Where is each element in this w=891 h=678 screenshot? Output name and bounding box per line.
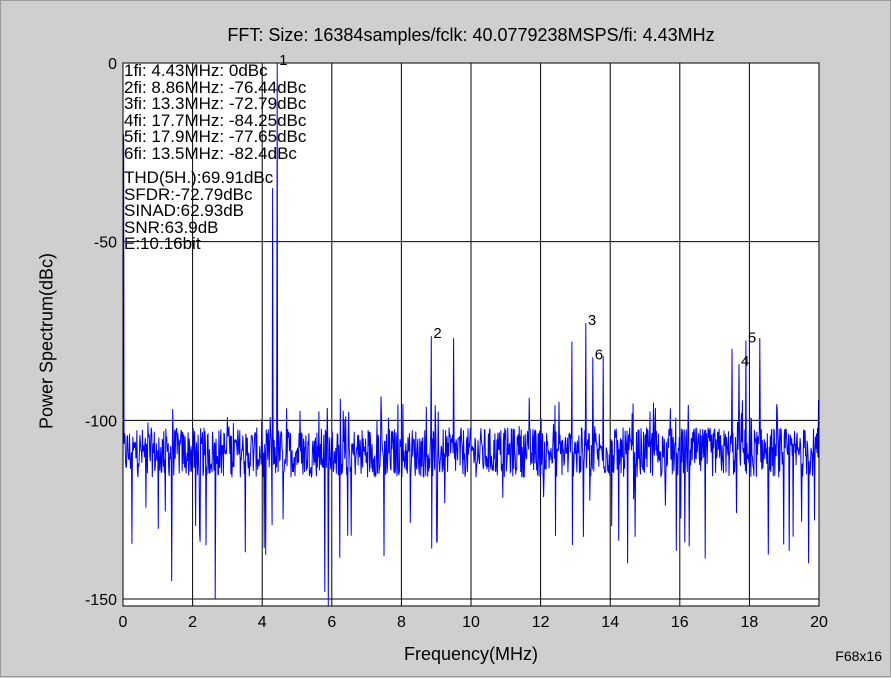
figure-id: F68x16 [835,648,882,664]
harmonic-label: 6 [595,346,603,363]
x-tick-label: 6 [327,614,336,631]
y-tick-label: -100 [85,413,117,430]
x-tick-label: 4 [258,614,267,631]
spectrum-line [122,62,820,607]
x-tick-label: 18 [741,614,759,631]
harmonic-label: 4 [741,353,749,370]
y-tick-label: -50 [94,235,117,252]
x-tick-label: 12 [532,614,550,631]
chart-title: FFT: Size: 16384samples/fclk: 40.0779238… [227,25,715,45]
harmonic-annotation: 3fi: 13.3MHz: -72.79dBc [124,94,307,113]
thd-metric: THD(5H.):69.91dBc [124,168,274,187]
x-tick-label: 0 [119,614,128,631]
harmonic-label: 1 [279,52,287,69]
y-axis-label: Power Spectrum(dBc) [36,252,57,430]
y-tick-label: -150 [85,592,117,609]
sfdr-metric: SFDR:-72.79dBc [124,184,253,204]
snr-metric: SNR:63.9dB [124,217,219,237]
sinad-metric: SINAD:62.93dB [124,201,245,220]
harmonic-annotation: 4fi: 17.7MHz: -84.25dBc [124,110,307,130]
harmonic-label: 5 [748,329,756,346]
enob-metric: E:10.16bit [124,234,201,253]
harmonic-label: 2 [433,325,441,342]
harmonic-annotation: 2fi: 8.86MHz: -76.44dBc [124,77,307,97]
y-tick-label: 0 [108,56,117,73]
harmonic-annotation: 6fi: 13.5MHz: -82.4dBc [124,143,297,163]
x-tick-label: 8 [397,614,406,631]
harmonic-annotation: 1fi: 4.43MHz: 0dBc [124,61,268,80]
x-tick-label: 14 [601,614,619,631]
x-tick-label: 2 [188,614,197,631]
x-axis-label: Frequency(MHz) [403,644,539,664]
x-tick-label: 10 [462,614,480,631]
x-tick-label: 16 [671,614,689,631]
stats-annotation: 1fi: 4.43MHz: 0dBc 2fi: 8.86MHz: -76.44d… [124,61,307,253]
plot-border [122,62,820,607]
harmonic-annotation: 5fi: 17.9MHz: -77.65dBc [124,127,307,146]
harmonic-label: 3 [588,312,596,329]
x-tick-label: 20 [810,614,828,631]
